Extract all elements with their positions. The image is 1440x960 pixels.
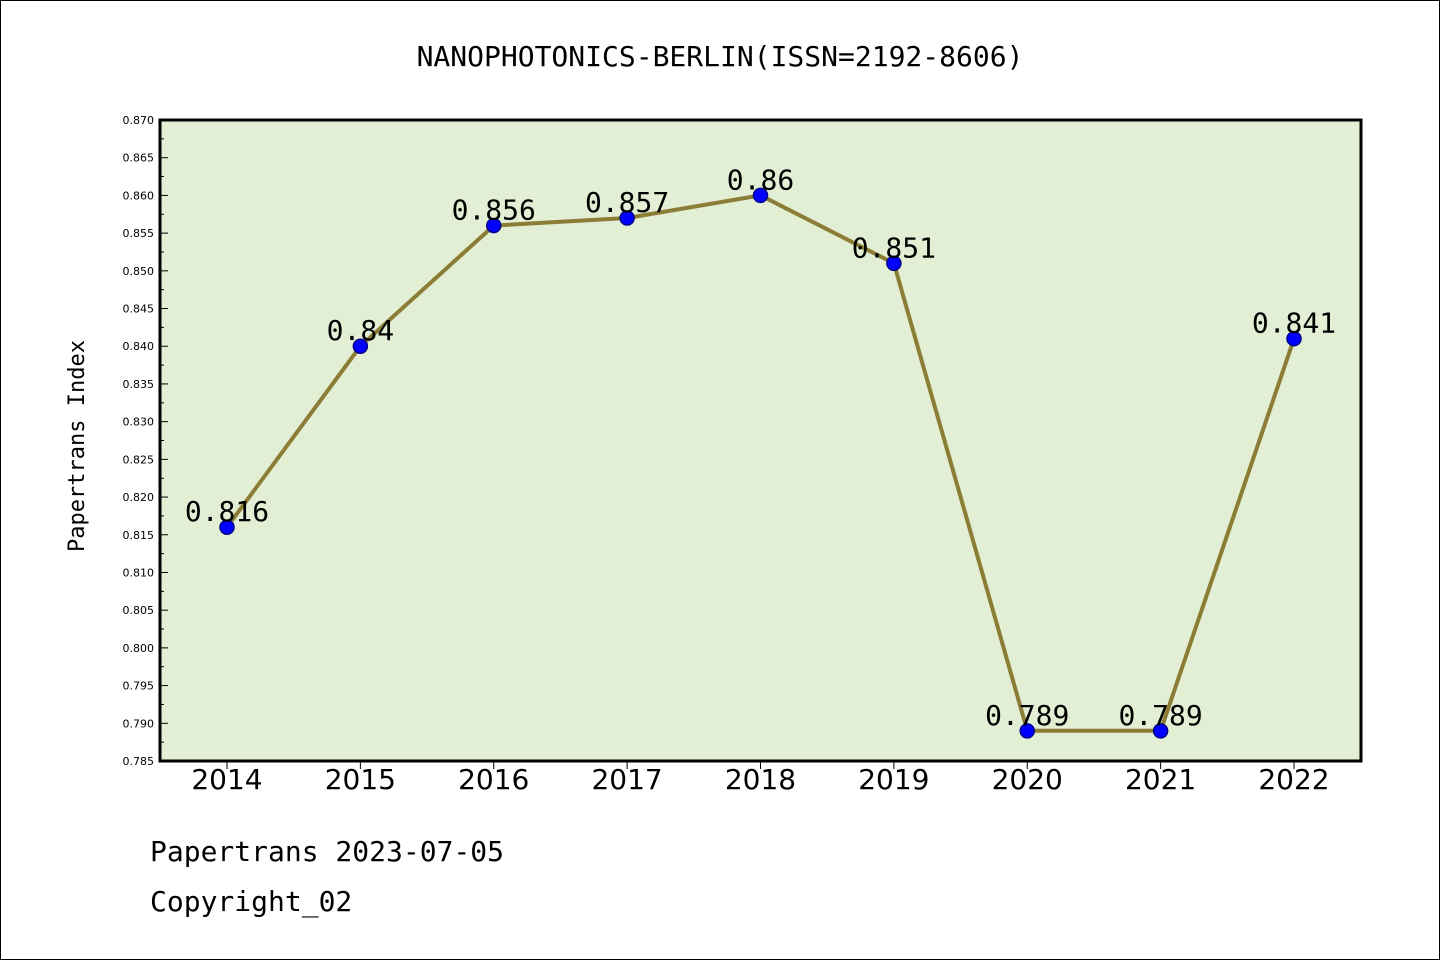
- data-point-marker: [619, 210, 635, 226]
- plot-area: [160, 120, 1361, 761]
- data-label: 0.816: [185, 495, 269, 528]
- x-tick-label: 2014: [191, 763, 262, 796]
- data-label: 0.84: [327, 314, 394, 347]
- y-tick-label: 0.810: [123, 566, 155, 579]
- y-tick-label: 0.790: [123, 717, 155, 730]
- data-point-marker: [1286, 330, 1302, 347]
- x-tick-label: 2015: [325, 763, 396, 796]
- y-tick-label: 0.820: [123, 491, 155, 504]
- data-points: [219, 187, 1302, 739]
- y-tick-label: 0.805: [123, 604, 155, 617]
- data-point-marker: [219, 519, 235, 535]
- x-tick-label: 2020: [992, 763, 1063, 796]
- y-tick-label: 0.850: [123, 265, 155, 278]
- y-tick-label: 0.835: [123, 378, 155, 391]
- data-label: 0.856: [452, 194, 536, 227]
- y-tick-label: 0.870: [123, 114, 155, 127]
- data-point-marker: [886, 255, 902, 272]
- x-tick-label: 2021: [1125, 763, 1196, 796]
- data-label: 0.841: [1252, 307, 1336, 340]
- data-label: 0.789: [1118, 699, 1202, 732]
- y-tick-label: 0.845: [123, 303, 155, 316]
- data-point-marker: [486, 217, 502, 234]
- y-axis-label: Papertrans Index: [65, 340, 90, 552]
- y-tick-label: 0.860: [123, 189, 155, 202]
- y-tick-label: 0.840: [123, 340, 155, 353]
- x-tick-label: 2018: [725, 763, 796, 796]
- footer-copyright: Copyright_02: [150, 885, 353, 918]
- data-labels: 0.816 0.84 0.856 0.857 0.86 0.851 0.789 0.789 0.…: [185, 163, 1336, 731]
- chart-title: NANOPHOTONICS-BERLIN(ISSN=2192-8606): [417, 40, 1024, 73]
- x-tick-label: 2022: [1258, 763, 1329, 796]
- data-point-marker: [752, 187, 769, 204]
- x-tick-label: 2016: [458, 763, 529, 796]
- y-tick-label: 0.800: [123, 642, 155, 655]
- data-point-marker: [1152, 723, 1169, 739]
- data-label: 0.789: [985, 699, 1069, 732]
- data-label: 0.86: [727, 163, 794, 196]
- x-axis-ticks: 2014 2015 2016 2017 2018 2019 2020 2021 2022: [191, 761, 1330, 796]
- y-tick-label: 0.815: [123, 529, 155, 542]
- footer-source: Papertrans 2023-07-05: [150, 835, 505, 868]
- x-tick-label: 2017: [591, 763, 662, 796]
- y-tick-label: 0.855: [123, 227, 155, 240]
- data-label: 0.851: [852, 231, 936, 264]
- y-tick-label: 0.795: [123, 680, 155, 693]
- y-tick-label: 0.825: [123, 453, 155, 466]
- data-label: 0.857: [585, 186, 669, 219]
- data-point-marker: [1019, 723, 1035, 739]
- plot-border: [158, 118, 1363, 763]
- y-tick-label: 0.830: [123, 416, 155, 429]
- y-tick-label: 0.865: [123, 152, 155, 165]
- data-point-marker: [352, 338, 369, 354]
- x-tick-label: 2019: [858, 763, 929, 796]
- y-tick-label: 0.785: [123, 755, 155, 768]
